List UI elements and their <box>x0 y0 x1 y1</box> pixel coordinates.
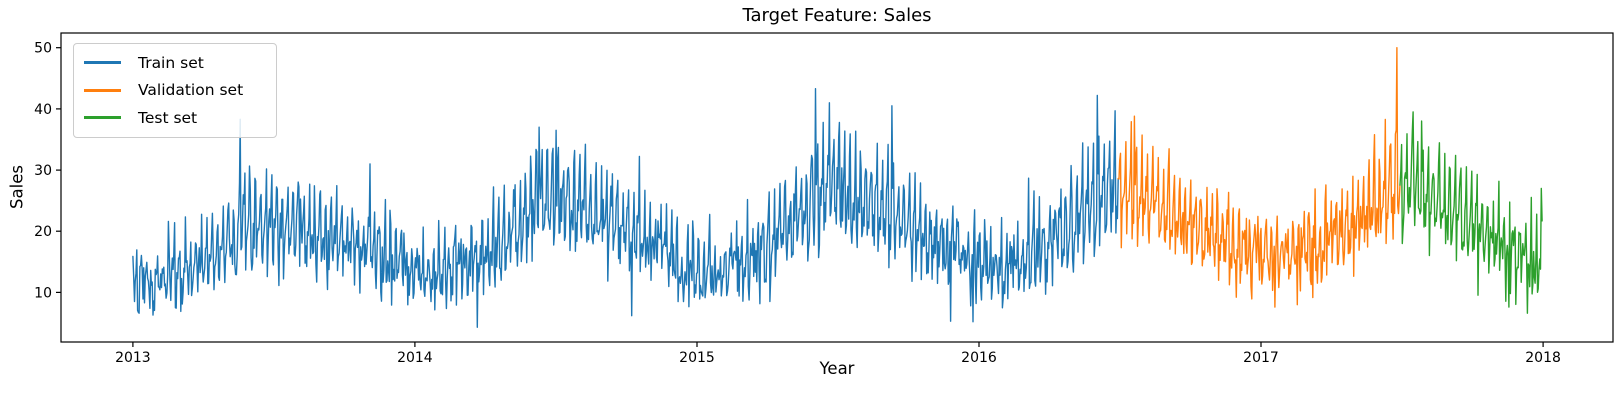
test-set-line <box>1399 111 1543 314</box>
x-tick-label: 2016 <box>961 350 997 366</box>
x-tick-label: 2017 <box>1243 350 1279 366</box>
y-axis-label: Sales <box>7 165 27 209</box>
x-axis-label: Year <box>819 359 855 378</box>
legend-label-test: Test set <box>138 108 198 127</box>
x-tick-label: 2013 <box>115 350 151 366</box>
test-line-swatch <box>84 116 121 120</box>
train-set-line <box>132 88 1119 328</box>
y-tick-label: 10 <box>34 285 52 301</box>
legend-label-train: Train set <box>138 53 204 72</box>
y-tick-label: 40 <box>34 102 52 118</box>
chart-title: Target Feature: Sales <box>742 5 932 26</box>
validation-line-swatch <box>84 88 121 92</box>
y-tick-label: 50 <box>34 41 52 57</box>
y-tick-label: 30 <box>34 163 52 179</box>
legend: Train set Validation set Test set <box>73 43 277 138</box>
legend-label-validation: Validation set <box>138 81 244 100</box>
legend-item-validation: Validation set <box>84 77 266 105</box>
plot-spines <box>60 32 1614 343</box>
validation-set-line <box>1117 47 1401 308</box>
y-tick-label: 20 <box>34 224 52 240</box>
legend-item-train: Train set <box>84 49 266 77</box>
x-tick-label: 2015 <box>679 350 715 366</box>
legend-item-test: Test set <box>84 104 266 132</box>
x-tick-label: 2014 <box>397 350 433 366</box>
train-line-swatch <box>84 61 121 65</box>
x-tick-label: 2018 <box>1525 350 1561 366</box>
